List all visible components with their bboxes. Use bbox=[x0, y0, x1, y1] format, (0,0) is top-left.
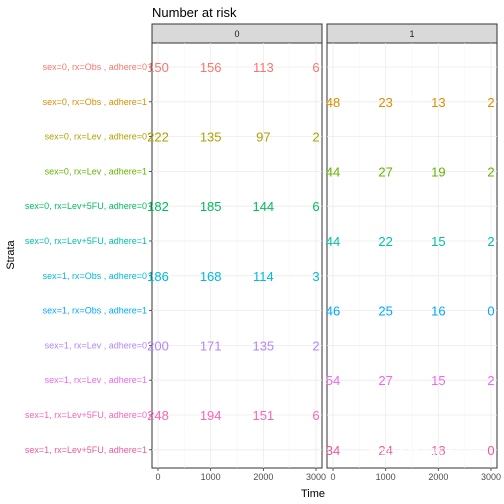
risk-cell: 156 bbox=[200, 60, 222, 75]
x-axis-title: Time bbox=[301, 488, 325, 500]
risk-cell: 113 bbox=[253, 60, 274, 75]
risk-cell: 54 bbox=[326, 373, 340, 388]
x-tick-label: 2000 bbox=[253, 472, 273, 482]
risk-cell: 168 bbox=[200, 269, 222, 284]
risk-cell: 150 bbox=[147, 60, 169, 75]
risk-cell: 44 bbox=[326, 234, 340, 249]
strata-label: sex=0, rx=Lev , adhere=0 bbox=[45, 132, 147, 142]
risk-cell: 27 bbox=[378, 164, 392, 179]
risk-cell: 22 bbox=[378, 234, 392, 249]
risk-cell: 27 bbox=[378, 373, 392, 388]
risk-cell: 182 bbox=[147, 199, 169, 214]
risk-cell: 3 bbox=[312, 269, 319, 284]
risk-cell: 46 bbox=[326, 304, 340, 319]
chart-title: Number at risk bbox=[152, 5, 237, 20]
strata-label: sex=1, rx=Lev+5FU, adhere=0 bbox=[25, 410, 147, 420]
strata-label: sex=1, rx=Lev+5FU, adhere=1 bbox=[25, 445, 147, 455]
y-axis-strata-labels: sex=0, rx=Obs , adhere=0 sex=0, rx=Obs , … bbox=[25, 62, 152, 455]
risk-cell: 13 bbox=[431, 95, 445, 110]
strata-label: sex=1, rx=Lev , adhere=0 bbox=[45, 340, 147, 350]
risk-cell: 200 bbox=[147, 338, 169, 353]
risk-cell: 0 bbox=[487, 304, 494, 319]
facet-strip-label-1: 1 bbox=[409, 29, 414, 39]
risk-cell: 144 bbox=[252, 199, 274, 214]
risk-cell: 44 bbox=[326, 164, 340, 179]
risk-cell: 6 bbox=[312, 60, 319, 75]
strata-label: sex=0, rx=Obs , adhere=0 bbox=[43, 62, 147, 72]
risk-cell: 6 bbox=[312, 408, 319, 423]
strata-label: sex=0, rx=Lev+5FU, adhere=0 bbox=[25, 201, 147, 211]
strata-label: sex=1, rx=Obs , adhere=1 bbox=[43, 306, 147, 316]
risk-cell: 135 bbox=[252, 338, 274, 353]
x-axis-ticks: 0 1000 2000 3000 0 1000 2000 3000 bbox=[155, 468, 501, 482]
risk-cell: 2 bbox=[487, 373, 494, 388]
risk-cell: 114 bbox=[253, 269, 274, 284]
x-tick-label: 2000 bbox=[428, 472, 448, 482]
risk-cell: 248 bbox=[147, 408, 169, 423]
x-tick-label: 3000 bbox=[306, 472, 326, 482]
risk-cell: 6 bbox=[312, 199, 319, 214]
risk-cell: 222 bbox=[147, 130, 169, 145]
strata-label: sex=0, rx=Lev+5FU, adhere=1 bbox=[25, 236, 147, 246]
risk-cell: 2 bbox=[487, 164, 494, 179]
strata-label: sex=0, rx=Obs , adhere=1 bbox=[43, 97, 147, 107]
x-tick-label: 1000 bbox=[201, 472, 221, 482]
watermark: 知乎 @梦溪精准医学 bbox=[368, 446, 480, 461]
risk-cell: 48 bbox=[326, 95, 340, 110]
facet-strip-label-0: 0 bbox=[234, 29, 239, 39]
risk-cell: 34 bbox=[326, 443, 340, 458]
risk-cell: 0 bbox=[487, 443, 494, 458]
risk-cell: 25 bbox=[378, 304, 392, 319]
risk-cell: 185 bbox=[200, 199, 222, 214]
risk-cell: 97 bbox=[256, 130, 270, 145]
risk-cell: 18 bbox=[431, 443, 445, 458]
risk-cell: 15 bbox=[431, 234, 445, 249]
risk-cell: 23 bbox=[378, 95, 392, 110]
y-axis-title: Strata bbox=[5, 239, 17, 269]
risk-cell: 2 bbox=[487, 95, 494, 110]
risk-cell: 16 bbox=[431, 304, 445, 319]
risk-cell: 194 bbox=[200, 408, 222, 423]
risk-cell: 2 bbox=[312, 130, 319, 145]
risk-cell: 24 bbox=[378, 443, 392, 458]
risk-cell: 19 bbox=[431, 164, 445, 179]
x-tick-label: 1000 bbox=[376, 472, 396, 482]
risk-cell: 186 bbox=[147, 269, 169, 284]
risk-cell: 2 bbox=[487, 234, 494, 249]
strata-label: sex=0, rx=Lev , adhere=1 bbox=[45, 166, 147, 176]
risk-cell: 171 bbox=[200, 338, 222, 353]
risk-cell: 15 bbox=[431, 373, 445, 388]
x-tick-label: 0 bbox=[330, 472, 335, 482]
risk-cell: 135 bbox=[200, 130, 222, 145]
x-tick-label: 3000 bbox=[481, 472, 501, 482]
x-tick-label: 0 bbox=[155, 472, 160, 482]
strata-label: sex=1, rx=Obs , adhere=0 bbox=[43, 271, 147, 281]
risk-cell: 151 bbox=[252, 408, 274, 423]
risk-cell: 2 bbox=[312, 338, 319, 353]
strata-label: sex=1, rx=Lev , adhere=1 bbox=[45, 375, 147, 385]
